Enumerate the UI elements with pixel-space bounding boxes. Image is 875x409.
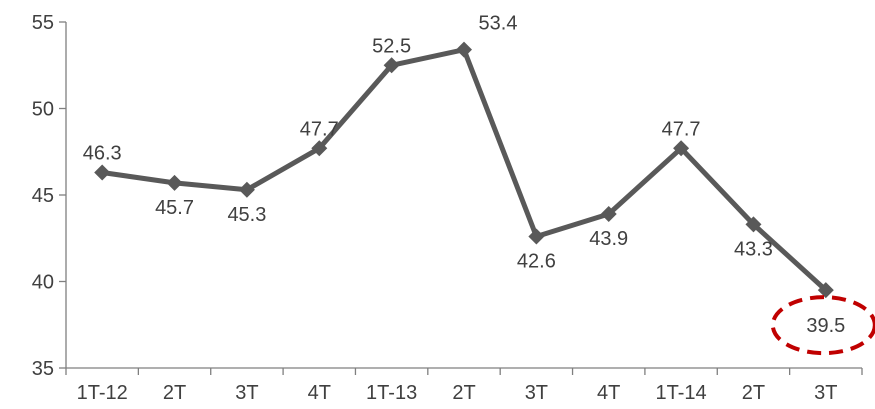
y-axis: 35 40 45 50 55 [32,12,67,380]
data-label: 39.5 [806,315,845,337]
x-tick-label: 2T [452,382,475,404]
data-point-marker [94,164,111,181]
y-tick-label: 35 [32,358,54,380]
data-label: 47.7 [300,118,339,140]
y-tick-label: 45 [32,185,54,207]
y-tick-label: 55 [32,12,54,34]
x-tick-label: 3T [525,382,548,404]
x-tick-label: 4T [308,382,331,404]
data-point-marker [745,216,762,233]
x-tick-label: 2T [742,382,765,404]
data-label: 46.3 [83,143,122,165]
data-point-marker [600,206,617,223]
x-tick-label: 3T [814,382,837,404]
data-label: 43.3 [734,238,773,260]
x-tick-label: 2T [163,382,186,404]
data-label: 45.3 [227,204,266,226]
series-line [99,47,829,293]
data-labels: 46.3 45.7 45.3 47.7 52.5 53.4 42.6 43.9 47.7 43.3… [83,13,846,337]
y-tick-label: 50 [32,99,54,121]
data-label: 45.7 [155,197,194,219]
data-point-marker [456,41,472,58]
data-point-marker [238,181,255,198]
data-point-marker [528,228,545,245]
data-point-marker [383,57,400,74]
data-label: 53.4 [479,13,518,35]
data-point-marker [673,140,690,157]
x-tick-label: 4T [597,382,620,404]
y-tick-label: 40 [32,272,54,294]
series-polyline [99,47,829,293]
data-label: 52.5 [372,35,411,57]
x-tick-label: 3T [235,382,258,404]
data-label: 47.7 [662,118,701,140]
data-label: 42.6 [517,251,556,273]
x-tick-label: 1T-12 [77,382,128,404]
x-tick-label: 1T-14 [656,382,707,404]
x-tick-label: 1T-13 [366,382,417,404]
data-point-marker [311,140,328,157]
data-point-marker [817,282,834,299]
data-label: 43.9 [589,228,628,250]
x-axis: 1T-12 2T 3T 4T 1T-13 2T 3T 4T 1T-14 2T 3T [65,367,863,404]
data-point-marker [166,174,183,191]
data-markers [94,41,834,299]
